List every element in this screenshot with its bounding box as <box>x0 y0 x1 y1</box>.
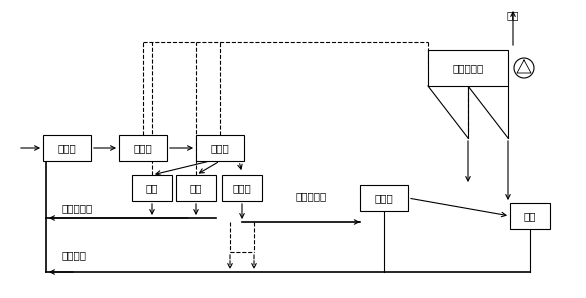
Text: 流化床: 流化床 <box>374 193 393 203</box>
Text: 包装: 包装 <box>524 211 536 221</box>
Text: 外排: 外排 <box>507 10 519 20</box>
Bar <box>176 175 216 201</box>
Text: 成品皮带一: 成品皮带一 <box>62 203 93 213</box>
Bar <box>222 175 262 201</box>
Text: 成品皮带二: 成品皮带二 <box>295 191 326 201</box>
Text: 破碎: 破碎 <box>190 183 202 193</box>
Bar <box>119 135 167 161</box>
Bar <box>43 135 91 161</box>
Bar <box>428 50 508 86</box>
Text: 一级选: 一级选 <box>210 143 229 153</box>
Bar <box>510 203 550 229</box>
Bar <box>360 185 408 211</box>
Bar <box>132 175 172 201</box>
Bar <box>196 135 244 161</box>
Text: 造粒机: 造粒机 <box>57 143 76 153</box>
Text: 返料皮带: 返料皮带 <box>62 250 87 260</box>
Text: 二级筛: 二级筛 <box>233 183 251 193</box>
Text: 布袋收尘器: 布袋收尘器 <box>452 63 483 73</box>
Text: 提升机: 提升机 <box>134 143 152 153</box>
Text: 破碎: 破碎 <box>146 183 158 193</box>
